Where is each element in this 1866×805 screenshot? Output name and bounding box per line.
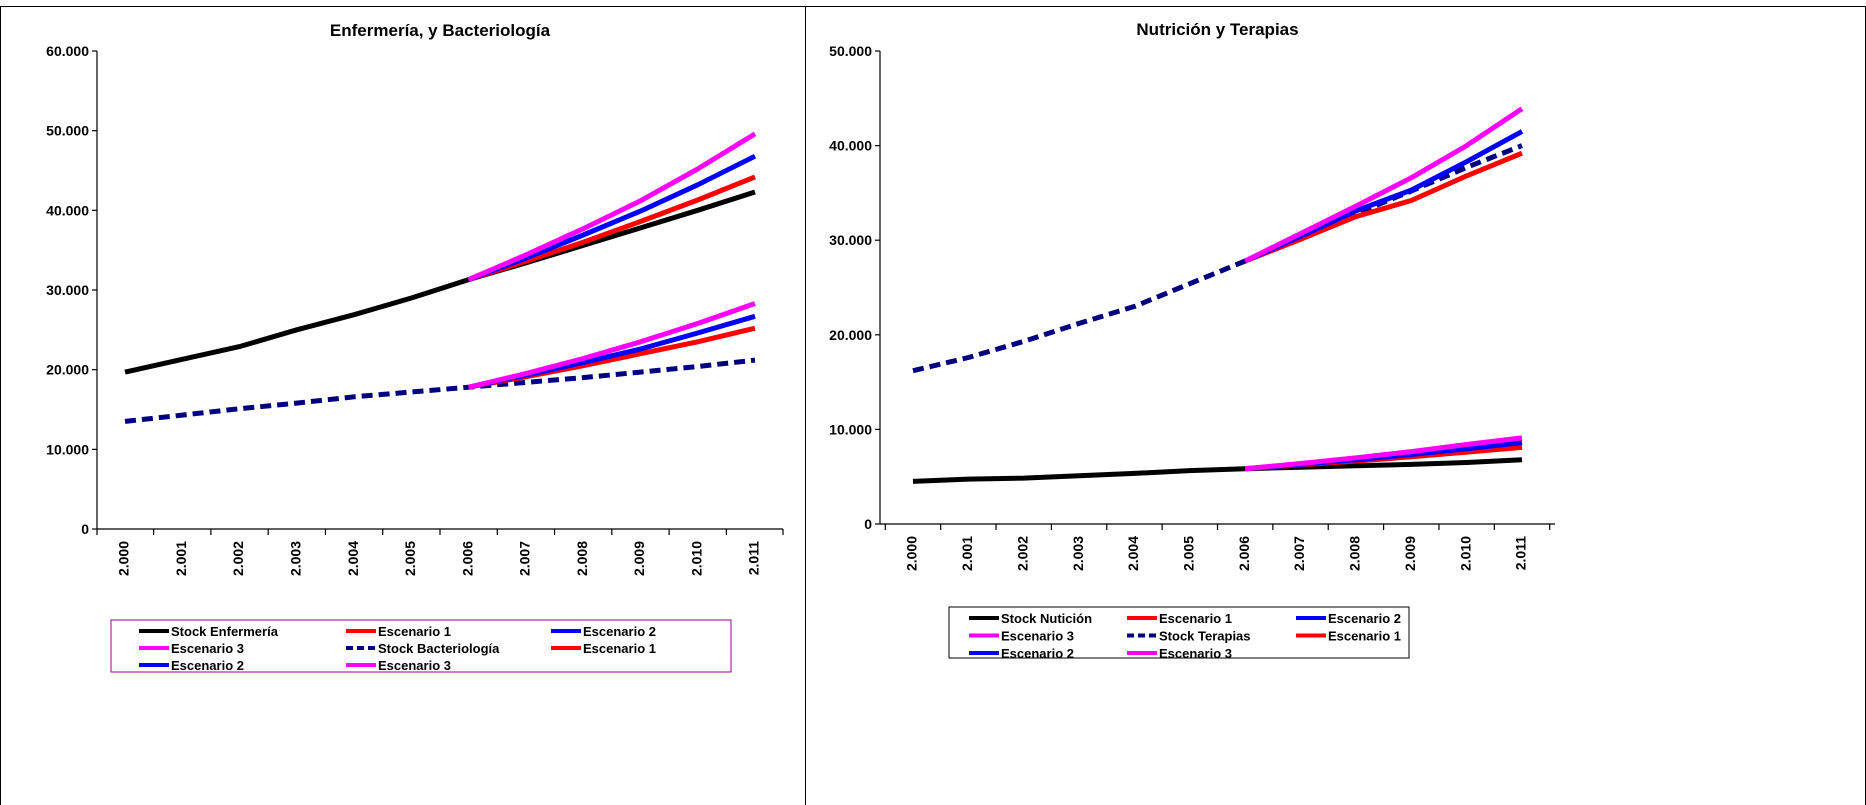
x-tick-label: 2.007 xyxy=(1291,536,1307,571)
y-tick-label: 0 xyxy=(81,521,89,537)
x-tick-label: 2.011 xyxy=(746,541,762,575)
x-tick-label: 2.010 xyxy=(1457,536,1473,571)
y-tick-label: 40.000 xyxy=(829,138,872,154)
y-tick-label: 30.000 xyxy=(829,232,872,248)
legend-label-7: Escenario 3 xyxy=(378,658,451,673)
series-line-0 xyxy=(912,457,1523,484)
y-tick-label: 50.000 xyxy=(46,123,89,139)
x-tick-label: 2.002 xyxy=(1014,536,1030,571)
legend-label-3: Escenario 3 xyxy=(171,641,244,656)
series-line-3 xyxy=(1244,435,1523,472)
x-tick-label: 2.008 xyxy=(574,541,590,576)
y-tick-label: 10.000 xyxy=(829,421,872,437)
y-tick-label: 50.000 xyxy=(829,43,872,59)
series-line-7 xyxy=(1244,106,1524,264)
chart-enfermeria-bacteriologia: Enfermería, y Bacteriología 0 10.000 20.000… xyxy=(46,21,784,673)
legend-label-4: Stock Terapias xyxy=(1159,629,1251,644)
x-tick-label: 2.003 xyxy=(1070,536,1086,571)
x-tick-label: 2.002 xyxy=(230,541,246,576)
x-tick-label: 2.005 xyxy=(1181,536,1197,571)
legend-label-2: Escenario 2 xyxy=(583,624,656,639)
x-tick-label: 2.006 xyxy=(459,541,475,576)
legend-box xyxy=(948,606,1410,659)
legend-label-6: Escenario 2 xyxy=(171,658,244,673)
series-line-0 xyxy=(124,189,756,375)
legend-label-7: Escenario 3 xyxy=(1159,646,1232,661)
series-line-3 xyxy=(467,131,757,282)
series-line-4 xyxy=(124,357,756,424)
legend-label-5: Escenario 1 xyxy=(1328,629,1401,644)
legend-label-0: Stock Nutición xyxy=(1001,611,1092,626)
chart-title: Nutrición y Terapias xyxy=(1136,20,1298,39)
x-tick-label: 2.001 xyxy=(173,541,189,576)
legend-label-2: Escenario 2 xyxy=(1328,611,1401,626)
legend-label-0: Stock Enfermería xyxy=(171,624,279,639)
chart-title: Enfermería, y Bacteriología xyxy=(330,21,551,40)
legend-label-5: Escenario 1 xyxy=(583,641,656,656)
x-tick-label: 2.000 xyxy=(116,541,132,576)
y-tick-label: 10.000 xyxy=(46,441,89,457)
legend-label-1: Escenario 1 xyxy=(1159,611,1232,626)
y-tick-label: 40.000 xyxy=(46,202,89,218)
x-tick-label: 2.004 xyxy=(1125,536,1141,571)
x-tick-label: 2.004 xyxy=(345,541,361,576)
legend-label-6: Escenario 2 xyxy=(1001,646,1074,661)
series-line-4 xyxy=(912,143,1523,374)
x-tick-label: 2.007 xyxy=(517,541,533,576)
y-tick-label: 20.000 xyxy=(829,327,872,343)
x-tick-label: 2.010 xyxy=(688,541,704,576)
y-tick-label: 0 xyxy=(864,516,872,532)
x-tick-label: 2.001 xyxy=(959,536,975,571)
x-tick-label: 2.011 xyxy=(1513,536,1529,570)
x-tick-label: 2.009 xyxy=(1402,536,1418,571)
legend-label-1: Escenario 1 xyxy=(378,624,451,639)
x-tick-label: 2.005 xyxy=(402,541,418,576)
y-tick-label: 60.000 xyxy=(46,43,89,59)
legend-label-3: Escenario 3 xyxy=(1001,629,1074,644)
chart-nutricion-terapias: Nutrición y Terapias 0 10.000 20.000 30.000 4… xyxy=(829,20,1555,661)
x-tick-label: 2.006 xyxy=(1236,536,1252,571)
legend-box xyxy=(110,619,732,673)
series-line-7 xyxy=(468,301,756,390)
y-tick-label: 20.000 xyxy=(46,362,89,378)
legend-label-4: Stock Bacteriología xyxy=(378,641,500,656)
x-tick-label: 2.008 xyxy=(1347,536,1363,571)
x-tick-label: 2.009 xyxy=(631,541,647,576)
x-tick-label: 2.000 xyxy=(904,536,920,571)
y-tick-label: 30.000 xyxy=(46,282,89,298)
x-tick-label: 2.003 xyxy=(288,541,304,576)
